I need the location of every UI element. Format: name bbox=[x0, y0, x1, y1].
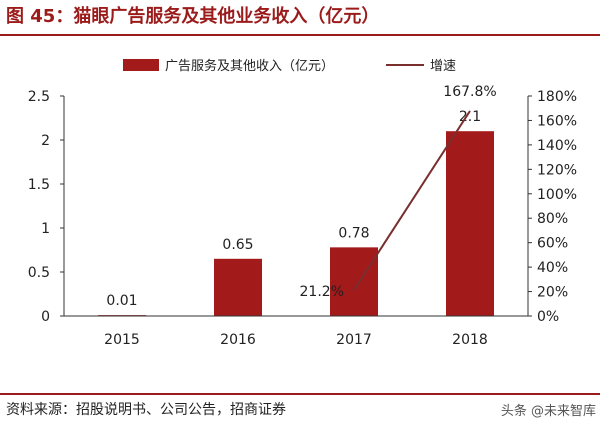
legend-bar-label: 广告服务及其他收入（亿元） bbox=[165, 58, 334, 74]
right-tick-label: 180% bbox=[537, 89, 577, 105]
left-tick-label: 0 bbox=[41, 309, 50, 325]
growth-data-label: 167.8% bbox=[443, 84, 496, 100]
left-tick-label: 1.5 bbox=[28, 177, 50, 193]
x-axis: 2015 2016 2017 2018 bbox=[64, 315, 528, 348]
bar-series: 0.010.650.782.1 bbox=[98, 109, 494, 317]
x-tick-label: 2015 bbox=[104, 332, 140, 348]
right-tick-label: 160% bbox=[537, 113, 577, 129]
source-divider bbox=[0, 393, 600, 395]
right-tick-label: 20% bbox=[537, 285, 568, 301]
right-tick-label: 0% bbox=[537, 309, 559, 325]
left-tick-label: 2 bbox=[41, 133, 50, 149]
left-tick-label: 1 bbox=[41, 221, 50, 237]
title-divider bbox=[0, 34, 600, 36]
growth-data-label: 21.2% bbox=[300, 284, 344, 300]
figure-title: 图 45：猫眼广告服务及其他业务收入（亿元） bbox=[6, 6, 380, 27]
bar-value-label: 0.78 bbox=[338, 225, 369, 241]
x-tick-label: 2018 bbox=[452, 332, 488, 348]
legend-line-label: 增速 bbox=[430, 59, 456, 74]
bar bbox=[214, 258, 262, 316]
x-tick-label: 2017 bbox=[336, 332, 372, 348]
right-tick-label: 120% bbox=[537, 162, 577, 178]
bar-value-label: 0.65 bbox=[222, 237, 253, 253]
growth-line bbox=[353, 110, 471, 291]
right-tick-label: 140% bbox=[537, 138, 577, 154]
bar bbox=[330, 247, 378, 316]
source-note: 资料来源：招股说明书、公司公告，招商证券 bbox=[6, 402, 286, 418]
right-tick-label: 60% bbox=[537, 236, 568, 252]
bar bbox=[446, 131, 494, 316]
legend: 广告服务及其他收入（亿元） 增速 bbox=[123, 58, 456, 74]
bar-value-label: 0.01 bbox=[106, 293, 137, 309]
left-tick-label: 2.5 bbox=[28, 89, 50, 105]
watermark: 头条 @未来智库 bbox=[500, 404, 596, 419]
left-axis: 0 0.5 1 1.5 2 2.5 bbox=[28, 89, 65, 325]
right-tick-label: 100% bbox=[537, 187, 577, 203]
x-tick-label: 2016 bbox=[220, 332, 256, 348]
left-tick-label: 0.5 bbox=[28, 265, 50, 281]
legend-bar-swatch bbox=[123, 59, 159, 71]
growth-line-series: 21.2% 167.8% bbox=[300, 84, 497, 300]
right-axis: 0% 20% 40% 60% 80% 100% 120% 140% 160% 180% bbox=[527, 89, 577, 325]
right-tick-label: 80% bbox=[537, 211, 568, 227]
right-tick-label: 40% bbox=[537, 260, 568, 276]
